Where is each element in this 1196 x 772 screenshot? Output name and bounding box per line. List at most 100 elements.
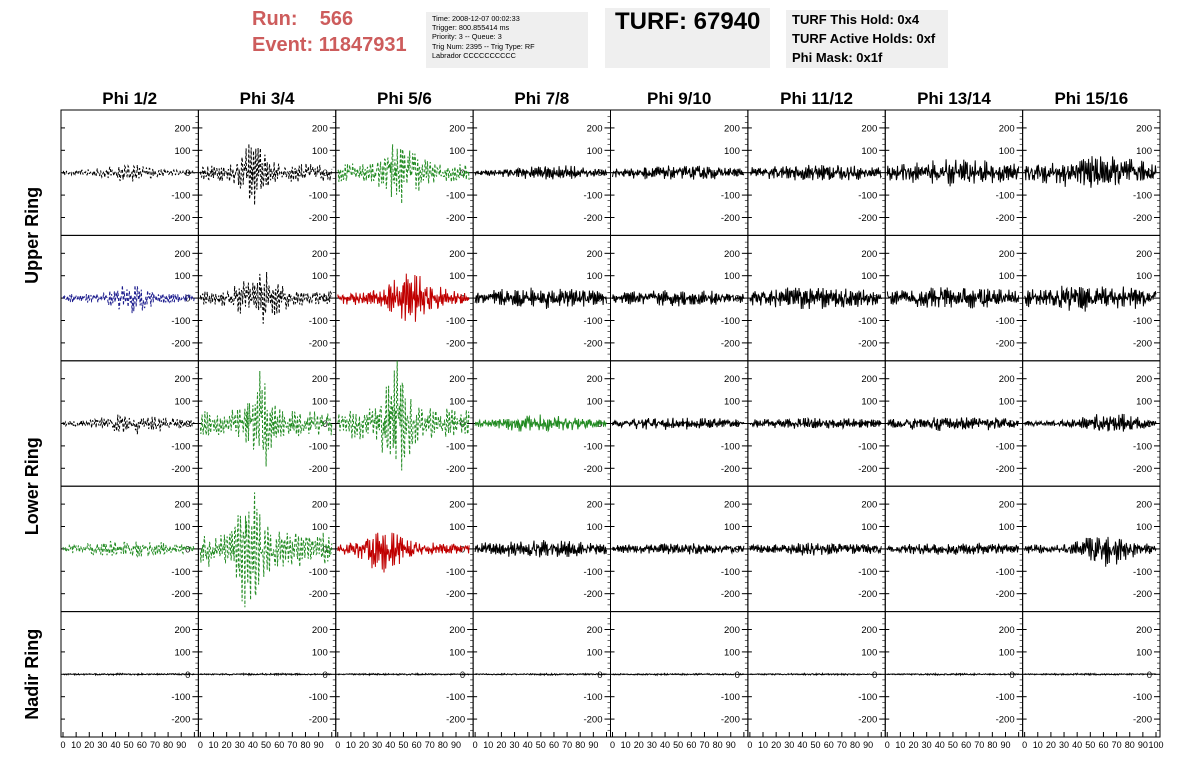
x-tick-label: 40 [660, 740, 670, 750]
y-tick-label: 200 [449, 374, 465, 385]
y-tick-label: 100 [1136, 647, 1152, 658]
y-tick-label: -200 [583, 213, 602, 224]
y-tick-label: 200 [1136, 500, 1152, 511]
y-tick-label: 200 [175, 374, 191, 385]
y-tick-label: -100 [996, 441, 1015, 452]
x-tick-label: 60 [1098, 740, 1108, 750]
y-tick-label: 200 [312, 625, 328, 636]
y-tick-label: -100 [721, 191, 740, 202]
waveform-trace [199, 672, 332, 677]
x-tick-label: 20 [771, 740, 781, 750]
y-tick-label: -100 [309, 316, 328, 327]
y-tick-label: -100 [171, 441, 190, 452]
y-tick-label: -200 [996, 338, 1015, 349]
y-tick-label: -100 [583, 191, 602, 202]
y-tick-label: 0 [322, 294, 327, 305]
waveform-trace [474, 165, 607, 180]
x-tick-label: 70 [837, 740, 847, 750]
run-label: Run: [252, 8, 298, 30]
y-tick-label: 100 [724, 397, 740, 408]
x-tick-label: 50 [811, 740, 821, 750]
y-tick-label: 100 [587, 271, 603, 282]
waveform-trace [1024, 536, 1157, 567]
waveform-trace [62, 285, 195, 314]
y-tick-label: 200 [587, 123, 603, 134]
y-tick-label: -200 [996, 715, 1015, 726]
y-tick-label: 200 [999, 123, 1015, 134]
x-tick-label: 50 [124, 740, 134, 750]
column-header: Phi 1/2 [102, 89, 157, 108]
x-tick-label: 20 [496, 740, 506, 750]
waveform-trace [199, 271, 333, 324]
info-line-trignum: Trig Num: 2395 -- Trig Type: RF [432, 41, 535, 51]
y-tick-label: -200 [858, 464, 877, 475]
x-tick-label: 90 [451, 740, 461, 750]
y-tick-label: -200 [171, 715, 190, 726]
y-tick-label: 100 [861, 271, 877, 282]
column-header: Phi 15/16 [1054, 89, 1128, 108]
column-header: Phi 7/8 [514, 89, 569, 108]
turf-value: TURF: 67940 [615, 8, 761, 35]
waveform-trace [1024, 285, 1157, 312]
waveform-trace [62, 672, 195, 677]
x-tick-label: 60 [549, 740, 559, 750]
x-tick-label: 30 [922, 740, 932, 750]
waveform-trace [1024, 156, 1157, 188]
turf-active-holds: TURF Active Holds: 0xf [792, 31, 936, 46]
y-tick-label: 0 [322, 544, 327, 555]
x-tick-label: 10 [71, 740, 81, 750]
x-tick-label: 10 [346, 740, 356, 750]
x-tick-label: 10 [209, 740, 219, 750]
x-tick-label: 0 [335, 740, 340, 750]
y-tick-label: -100 [446, 692, 465, 703]
x-tick-label: 50 [673, 740, 683, 750]
x-tick-label: 20 [222, 740, 232, 750]
x-tick-label: 80 [438, 740, 448, 750]
y-tick-label: 100 [999, 647, 1015, 658]
y-tick-label: 100 [175, 522, 191, 533]
x-tick-label: 20 [359, 740, 369, 750]
y-tick-label: -100 [446, 191, 465, 202]
y-tick-label: -200 [309, 338, 328, 349]
y-tick-label: -100 [171, 692, 190, 703]
waveform-trace [749, 542, 882, 556]
info-line-trigger: Trigger: 800.855414 ms [432, 23, 510, 33]
y-tick-label: 200 [861, 500, 877, 511]
x-tick-label: 20 [84, 740, 94, 750]
y-tick-label: -100 [1133, 191, 1152, 202]
x-tick-label: 90 [588, 740, 598, 750]
y-tick-label: -100 [858, 316, 877, 327]
y-tick-label: 200 [999, 625, 1015, 636]
y-tick-label: -100 [309, 692, 328, 703]
event-value: 11847931 [318, 34, 407, 56]
waveform-trace [1024, 672, 1157, 677]
y-tick-label: -200 [583, 715, 602, 726]
y-tick-label: 0 [460, 168, 465, 179]
y-tick-label: -200 [1133, 338, 1152, 349]
y-tick-label: -100 [446, 316, 465, 327]
x-tick-label: 30 [510, 740, 520, 750]
y-tick-label: -100 [309, 191, 328, 202]
y-tick-label: 200 [1136, 249, 1152, 260]
x-tick-label: 60 [686, 740, 696, 750]
y-tick-label: -200 [583, 589, 602, 600]
y-tick-label: 200 [999, 249, 1015, 260]
y-tick-label: 0 [872, 544, 877, 555]
y-tick-label: 0 [322, 419, 327, 430]
y-tick-label: 100 [999, 397, 1015, 408]
y-tick-label: 200 [312, 123, 328, 134]
y-tick-label: 200 [587, 500, 603, 511]
y-tick-label: 100 [724, 522, 740, 533]
y-tick-label: 100 [999, 271, 1015, 282]
y-tick-label: -100 [171, 191, 190, 202]
y-tick-label: -200 [171, 464, 190, 475]
turf-box: TURF: 67940 [605, 8, 770, 68]
y-tick-label: -200 [858, 338, 877, 349]
y-tick-label: -100 [721, 316, 740, 327]
y-tick-label: 100 [449, 647, 465, 658]
y-tick-label: -100 [858, 692, 877, 703]
x-tick-label: 10 [1033, 740, 1043, 750]
waveform-trace [337, 273, 470, 322]
y-tick-label: 200 [587, 249, 603, 260]
x-tick-label: 90 [863, 740, 873, 750]
